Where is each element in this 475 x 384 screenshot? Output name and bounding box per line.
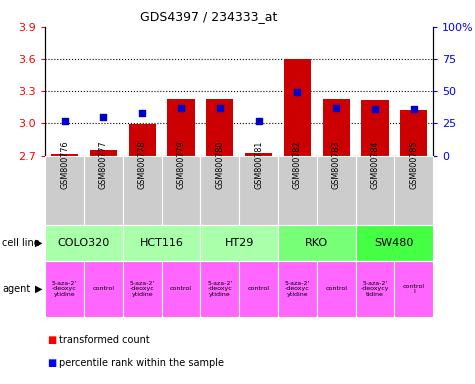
Bar: [356, 156, 394, 225]
Point: [100, 114, 107, 120]
Text: GSM800783: GSM800783: [332, 140, 341, 189]
Text: HCT116: HCT116: [140, 238, 183, 248]
Text: RKO: RKO: [305, 238, 328, 248]
Text: GSM800780: GSM800780: [215, 140, 224, 189]
Text: 5-aza-2'
-deoxycy
tidine: 5-aza-2' -deoxycy tidine: [361, 281, 389, 297]
Bar: [361, 100, 389, 156]
Text: control: control: [92, 286, 114, 291]
Bar: [239, 261, 278, 317]
Bar: [200, 225, 278, 261]
Bar: [51, 154, 78, 156]
Bar: [129, 124, 156, 156]
Bar: [317, 156, 356, 225]
Point: [177, 105, 185, 111]
Text: ▶: ▶: [35, 238, 43, 248]
Bar: [200, 261, 239, 317]
Bar: [200, 156, 239, 225]
Text: percentile rank within the sample: percentile rank within the sample: [59, 358, 224, 368]
Bar: [245, 153, 272, 156]
Text: ■: ■: [48, 335, 57, 345]
Bar: [45, 261, 84, 317]
Bar: [317, 261, 356, 317]
Point: [294, 89, 301, 96]
Text: control: control: [247, 286, 270, 291]
Text: control: control: [325, 286, 347, 291]
Bar: [123, 261, 162, 317]
Point: [332, 105, 340, 111]
Bar: [90, 150, 117, 156]
Text: GSM800784: GSM800784: [370, 140, 380, 189]
Text: SW480: SW480: [375, 238, 414, 248]
Bar: [394, 261, 433, 317]
Bar: [400, 111, 428, 156]
Point: [61, 118, 68, 124]
Text: GDS4397 / 234333_at: GDS4397 / 234333_at: [140, 10, 278, 23]
Bar: [323, 99, 350, 156]
Text: 5-aza-2'
-deoxyc
ytidine: 5-aza-2' -deoxyc ytidine: [207, 281, 232, 297]
Bar: [84, 261, 123, 317]
Point: [138, 110, 146, 116]
Text: HT29: HT29: [225, 238, 254, 248]
Text: control
l: control l: [403, 284, 425, 294]
Text: GSM800777: GSM800777: [99, 140, 108, 189]
Text: transformed count: transformed count: [59, 335, 150, 345]
Bar: [356, 261, 394, 317]
Bar: [45, 225, 123, 261]
Text: GSM800779: GSM800779: [176, 140, 185, 189]
Bar: [162, 261, 200, 317]
Bar: [45, 156, 84, 225]
Bar: [394, 156, 433, 225]
Bar: [123, 225, 200, 261]
Text: GSM800785: GSM800785: [409, 140, 418, 189]
Text: GSM800782: GSM800782: [293, 140, 302, 189]
Text: ▶: ▶: [35, 284, 43, 294]
Bar: [162, 156, 200, 225]
Point: [216, 105, 224, 111]
Text: 5-aza-2'
-deoxyc
ytidine: 5-aza-2' -deoxyc ytidine: [52, 281, 77, 297]
Text: cell line: cell line: [2, 238, 40, 248]
Bar: [239, 156, 278, 225]
Bar: [278, 225, 356, 261]
Text: agent: agent: [2, 284, 30, 294]
Text: GSM800776: GSM800776: [60, 140, 69, 189]
Bar: [356, 225, 433, 261]
Bar: [84, 156, 123, 225]
Bar: [278, 156, 317, 225]
Bar: [123, 156, 162, 225]
Point: [371, 106, 379, 112]
Bar: [284, 59, 311, 156]
Text: GSM800781: GSM800781: [254, 140, 263, 189]
Text: 5-aza-2'
-deoxyc
ytidine: 5-aza-2' -deoxyc ytidine: [130, 281, 155, 297]
Bar: [206, 99, 233, 156]
Text: 5-aza-2'
-deoxyc
ytidine: 5-aza-2' -deoxyc ytidine: [285, 281, 310, 297]
Text: GSM800778: GSM800778: [138, 140, 147, 189]
Point: [255, 118, 262, 124]
Bar: [278, 261, 317, 317]
Point: [410, 106, 418, 112]
Text: ■: ■: [48, 358, 57, 368]
Text: control: control: [170, 286, 192, 291]
Bar: [167, 99, 195, 156]
Text: COLO320: COLO320: [58, 238, 110, 248]
